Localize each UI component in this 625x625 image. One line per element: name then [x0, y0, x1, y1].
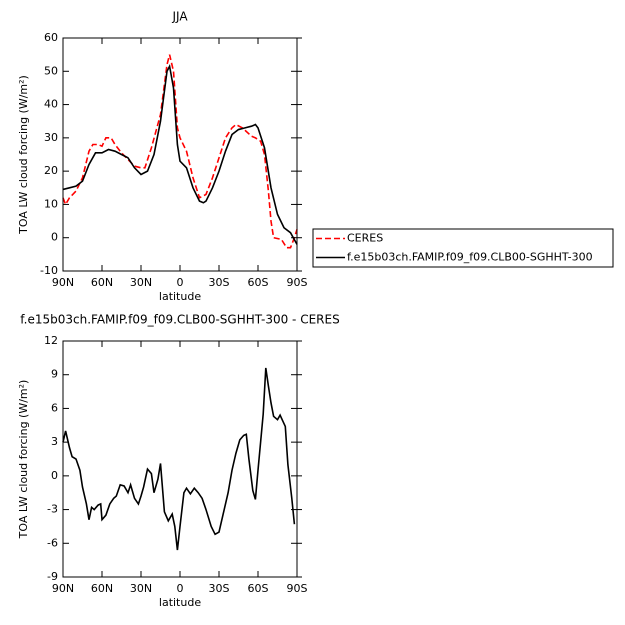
y-tick-label: 9 [51, 368, 58, 381]
y-tick-label: 10 [44, 197, 58, 210]
y-tick-label: -3 [47, 503, 58, 516]
y-axis-label: TOA LW cloud forcing (W/m²) [17, 380, 30, 540]
y-tick-label: -6 [47, 536, 58, 549]
x-tick-label: 0 [177, 582, 184, 595]
legend-label: f.e15b03ch.FAMIP.f09_f09.CLB00-SGHHT-300 [347, 251, 593, 264]
x-tick-label: 60N [91, 582, 113, 595]
x-tick-label: 90S [287, 582, 308, 595]
y-tick-label: 0 [51, 231, 58, 244]
y-tick-label: 30 [44, 131, 58, 144]
data-line [62, 367, 296, 551]
x-tick-label: 0 [177, 276, 184, 289]
y-tick-label: -10 [40, 264, 58, 277]
x-tick-label: 60S [248, 582, 269, 595]
x-tick-label: 90N [52, 276, 74, 289]
x-tick-label: 30N [130, 582, 152, 595]
data-line [62, 63, 298, 245]
data-line [62, 54, 298, 249]
chart-title: f.e15b03ch.FAMIP.f09_f09.CLB00-SGHHT-300… [20, 313, 339, 327]
legend-box [312, 228, 614, 268]
x-tick-label: 60N [91, 276, 113, 289]
y-tick-label: -9 [47, 570, 58, 583]
legend-label: CERES [347, 232, 383, 245]
x-tick-label: 90N [52, 582, 74, 595]
x-tick-label: 60S [248, 276, 269, 289]
x-tick-label: 30S [209, 582, 230, 595]
y-axis-label: TOA LW cloud forcing (W/m²) [17, 75, 30, 235]
y-tick-label: 6 [51, 401, 58, 414]
plot-frame [62, 37, 298, 272]
y-tick-label: 40 [44, 98, 58, 111]
chart-title: JJA [171, 10, 188, 24]
y-tick-label: 50 [44, 64, 58, 77]
y-tick-label: 0 [51, 469, 58, 482]
y-tick-label: 20 [44, 164, 58, 177]
x-tick-label: 30S [209, 276, 230, 289]
x-tick-label: 90S [287, 276, 308, 289]
plot-frame [62, 340, 298, 578]
x-axis-label: latitude [159, 290, 201, 303]
y-tick-label: 12 [44, 334, 58, 347]
x-axis-label: latitude [159, 596, 201, 609]
y-tick-label: 60 [44, 31, 58, 44]
y-tick-label: 3 [51, 435, 58, 448]
x-tick-label: 30N [130, 276, 152, 289]
